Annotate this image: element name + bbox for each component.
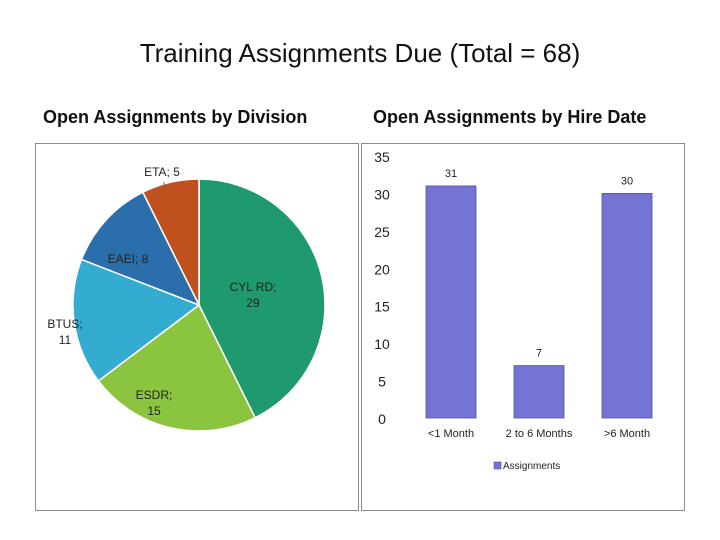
pie-label-eta: ETA; 5: [144, 165, 180, 179]
y-tick-label: 10: [374, 336, 390, 352]
y-tick-label: 5: [378, 374, 386, 390]
x-category-label: 2 to 6 Months: [506, 428, 573, 440]
bar-chart-title: Open Assignments by Hire Date: [373, 107, 647, 127]
pie-slice-eaei: [80, 191, 201, 307]
x-category-label: <1 Month: [428, 428, 474, 440]
legend: Assignments: [493, 461, 560, 472]
pie-label-esdr: ESDR; 15: [136, 388, 173, 418]
bar-value-label: 7: [536, 348, 542, 360]
pie-label-cyl-rd: CYL RD; 29: [230, 280, 277, 310]
bar-value-label: 31: [445, 168, 457, 180]
y-tick-label: 15: [374, 299, 390, 315]
pie-label-btus: BTUS; 11: [47, 317, 82, 347]
y-tick-label: 25: [374, 224, 390, 240]
y-tick-label: 30: [374, 186, 390, 202]
bar-2: [513, 365, 565, 419]
pie-slice-esdr: [97, 303, 257, 432]
bar-chart: 0 5 10 15 20 25 30 35 31 <1 Month 7 2 to 6 Months 30…: [374, 149, 653, 472]
pie-slice-cyl-rd: [198, 178, 326, 419]
pie-chart-title: Open Assignments by Division: [43, 107, 308, 127]
y-tick-label: 20: [374, 261, 390, 277]
x-category-label: >6 Month: [604, 428, 650, 440]
pie-chart-panel: CYL RD; 29 ESDR; 15 BTUS; 11 EAEI; 8 ETA; 5: [35, 143, 359, 511]
y-tick-label: 0: [378, 411, 386, 427]
pie-label-eaei: EAEI; 8: [108, 252, 149, 266]
legend-swatch: [493, 461, 502, 470]
bar-1: [425, 185, 477, 419]
bar-value-label: 30: [621, 175, 633, 187]
bar-chart-panel: 0 5 10 15 20 25 30 35 31 <1 Month 7 2 to 6 Months 30…: [361, 143, 685, 511]
pie-slice-btus: [72, 258, 201, 382]
bar-3: [601, 193, 653, 419]
legend-label: Assignments: [503, 461, 560, 472]
pie-chart: CYL RD; 29 ESDR; 15 BTUS; 11 EAEI; 8 ETA; 5: [47, 165, 326, 432]
page-title: Training Assignments Due (Total = 68): [139, 38, 581, 68]
y-tick-label: 35: [374, 149, 390, 165]
pie-slice-eta: [141, 178, 200, 306]
